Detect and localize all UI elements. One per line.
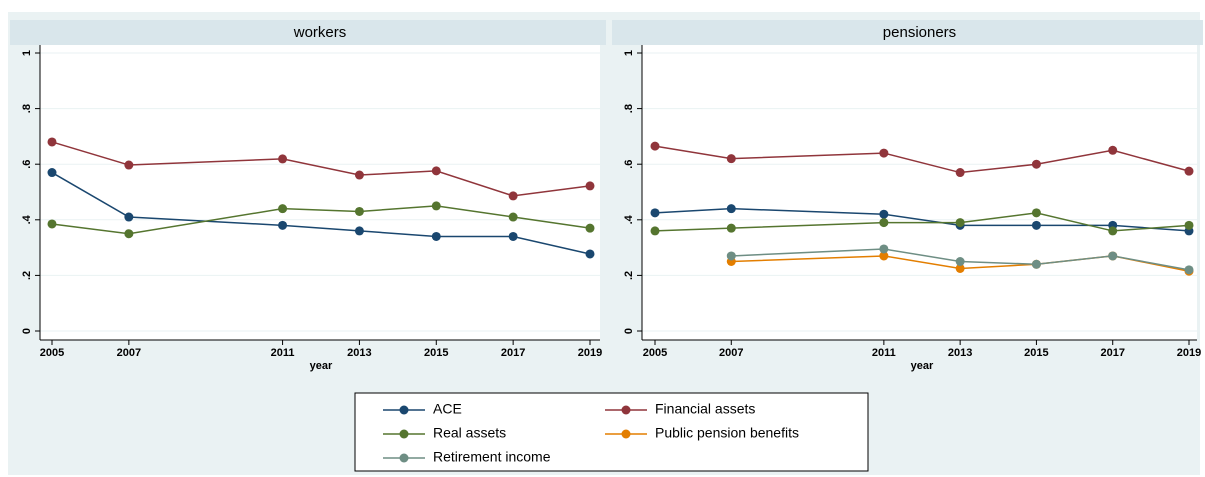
data-point <box>1031 159 1041 169</box>
x-tick-label: 2015 <box>424 347 448 359</box>
data-point <box>955 168 965 178</box>
y-tick-label: .6 <box>21 160 33 169</box>
x-tick-label: 2013 <box>347 347 371 359</box>
y-tick-label: .6 <box>623 160 635 169</box>
data-point <box>726 154 736 164</box>
data-point <box>124 160 134 170</box>
data-point <box>879 209 889 219</box>
panel-title: workers <box>293 24 347 41</box>
data-point <box>47 168 57 178</box>
data-point <box>726 223 736 233</box>
plot-area <box>40 45 600 340</box>
data-point <box>1184 166 1194 176</box>
x-tick-label: 2011 <box>271 347 295 359</box>
x-tick-label: 2005 <box>40 347 64 359</box>
data-point <box>1108 226 1118 236</box>
plot-area <box>642 45 1197 340</box>
panel-title: pensioners <box>883 24 956 41</box>
legend-label: Real assets <box>433 425 506 441</box>
x-axis-label: year <box>911 360 934 372</box>
series-line <box>731 248 1190 271</box>
legend-box <box>354 392 869 472</box>
data-point <box>431 201 441 211</box>
legend-marker <box>399 405 409 415</box>
data-point <box>879 251 889 261</box>
y-tick-label: .4 <box>623 214 635 224</box>
data-point <box>726 251 736 261</box>
x-tick-label: 2019 <box>1177 347 1201 359</box>
data-point <box>508 191 518 201</box>
data-point <box>650 208 660 218</box>
data-point <box>431 231 441 241</box>
data-point <box>585 249 595 259</box>
data-point <box>278 220 288 230</box>
data-point <box>278 154 288 164</box>
x-tick-label: 2007 <box>719 347 743 359</box>
data-point <box>1031 220 1041 230</box>
x-tick-label: 2011 <box>872 347 896 359</box>
data-point <box>47 137 57 147</box>
y-tick-label: .2 <box>21 271 33 280</box>
data-point <box>1184 265 1194 275</box>
data-point <box>1184 220 1194 230</box>
y-tick-label: .8 <box>21 104 33 113</box>
y-tick-label: 0 <box>623 328 635 334</box>
data-point <box>955 218 965 228</box>
data-point <box>955 257 965 266</box>
data-point <box>278 204 288 214</box>
data-point <box>879 244 889 254</box>
data-point <box>508 231 518 241</box>
data-point <box>354 206 364 216</box>
y-tick-label: 0 <box>21 328 33 334</box>
data-point <box>726 204 736 214</box>
data-point <box>879 218 889 228</box>
y-tick-label: .4 <box>21 214 33 224</box>
data-point <box>124 212 134 222</box>
data-point <box>879 148 889 158</box>
data-point <box>955 263 965 273</box>
legend-label: Financial assets <box>655 401 755 417</box>
data-point <box>585 223 595 233</box>
data-point <box>47 219 57 229</box>
data-point <box>124 229 134 239</box>
y-tick-label: 1 <box>623 50 635 56</box>
data-point <box>431 166 441 176</box>
legend-marker <box>621 405 631 415</box>
y-tick-label: .2 <box>623 271 635 280</box>
data-point <box>650 226 660 236</box>
x-tick-label: 2007 <box>117 347 141 359</box>
y-tick-label: .8 <box>623 104 635 113</box>
panel-header <box>10 20 606 45</box>
legend-label: Retirement income <box>433 449 551 465</box>
x-tick-label: 2013 <box>948 347 972 359</box>
x-tick-label: 2017 <box>1100 347 1124 359</box>
legend-marker <box>399 453 409 463</box>
data-point <box>354 170 364 180</box>
x-axis-label: year <box>310 360 333 372</box>
data-point <box>354 226 364 236</box>
panel-header <box>612 20 1203 45</box>
data-point <box>508 212 518 222</box>
x-tick-label: 2015 <box>1024 347 1048 359</box>
data-point <box>650 141 660 151</box>
x-tick-label: 2017 <box>501 347 525 359</box>
data-point <box>1031 259 1041 269</box>
legend-marker <box>399 429 409 439</box>
data-point <box>1108 145 1118 155</box>
legend-label: Public pension benefits <box>655 425 799 441</box>
x-tick-label: 2019 <box>578 347 602 359</box>
x-tick-label: 2005 <box>643 347 667 359</box>
data-point <box>1031 208 1041 218</box>
data-point <box>585 181 595 191</box>
legend-marker <box>621 429 631 439</box>
y-tick-label: 1 <box>21 50 33 56</box>
data-point <box>1108 251 1118 261</box>
legend-label: ACE <box>433 401 462 417</box>
